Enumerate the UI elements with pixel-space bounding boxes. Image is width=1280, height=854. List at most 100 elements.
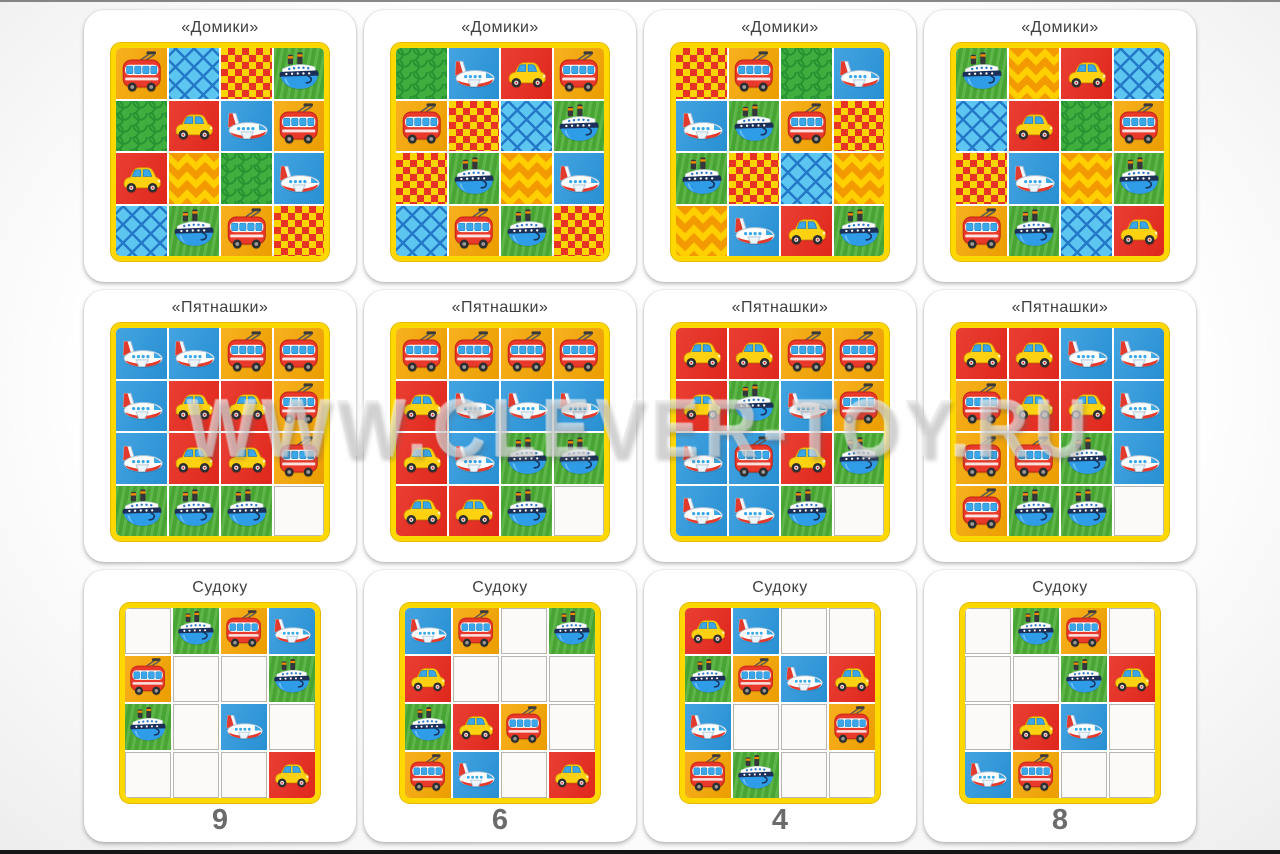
cell-ship — [1061, 485, 1112, 536]
card-grid — [120, 603, 320, 803]
trolleybus-icon — [503, 330, 550, 377]
cell-pattern-diamonds — [168, 48, 219, 99]
cell-trolleybus — [728, 433, 779, 484]
game-card: «Домики» — [364, 10, 636, 282]
trolleybus-icon — [958, 207, 1005, 254]
cell-trolleybus — [733, 656, 779, 702]
cell-car — [829, 656, 875, 702]
plane-icon — [118, 435, 165, 482]
cell-trolleybus — [1113, 100, 1164, 151]
plane-icon — [454, 753, 497, 796]
car-icon — [170, 382, 217, 429]
cell-pattern-check — [448, 100, 499, 151]
car-icon — [223, 435, 270, 482]
plane-icon — [406, 609, 449, 652]
cell-ship — [221, 485, 272, 536]
ship-icon — [555, 102, 602, 149]
plane-icon — [450, 50, 497, 97]
cell-ship — [833, 205, 884, 256]
plane-icon — [678, 487, 725, 534]
cell-empty — [1061, 752, 1107, 798]
cell-pattern-diamonds — [116, 205, 167, 256]
cell-plane — [116, 433, 167, 484]
trolleybus-icon — [783, 102, 830, 149]
cell-pattern-zigzag — [833, 153, 884, 204]
cell-ship — [676, 153, 727, 204]
cell-car — [728, 328, 779, 379]
ship-icon — [958, 50, 1005, 97]
cell-trolleybus — [1061, 608, 1107, 654]
car-icon — [678, 330, 725, 377]
cell-car — [168, 100, 219, 151]
car-icon — [686, 609, 729, 652]
trolleybus-icon — [275, 102, 322, 149]
cell-ship — [549, 608, 595, 654]
cell-trolleybus — [448, 205, 499, 256]
cell-trolleybus — [221, 328, 272, 379]
cell-empty — [173, 752, 219, 798]
car-icon — [1010, 330, 1057, 377]
trolleybus-icon — [958, 382, 1005, 429]
cell-empty — [125, 608, 171, 654]
cell-ship — [1008, 485, 1059, 536]
cell-empty — [1113, 485, 1164, 536]
plane-icon — [223, 102, 270, 149]
ship-icon — [170, 207, 217, 254]
cell-trolleybus — [833, 328, 884, 379]
ship-icon — [1062, 657, 1105, 700]
ship-icon — [450, 155, 497, 202]
cell-pattern-check — [676, 48, 727, 99]
cell-car — [405, 656, 451, 702]
game-card: Судоку 4 — [644, 570, 916, 842]
card-grid — [671, 323, 889, 541]
cell-empty — [269, 704, 315, 750]
cell-empty — [125, 752, 171, 798]
card-title: «Пятнашки» — [171, 299, 269, 316]
cell-empty — [829, 608, 875, 654]
cell-empty — [833, 485, 884, 536]
cell-pattern-zigzag — [168, 153, 219, 204]
cell-car — [501, 48, 552, 99]
cell-car — [1113, 205, 1164, 256]
cell-empty — [965, 704, 1011, 750]
trolleybus-icon — [555, 50, 602, 97]
trolleybus-icon — [555, 330, 602, 377]
ship-icon — [730, 382, 777, 429]
car-icon — [958, 330, 1005, 377]
car-icon — [118, 155, 165, 202]
trolleybus-icon — [1062, 609, 1105, 652]
cell-trolleybus — [501, 704, 547, 750]
cell-ship — [1061, 433, 1112, 484]
cell-ship — [501, 485, 552, 536]
cell-ship — [501, 205, 552, 256]
trolleybus-icon — [730, 50, 777, 97]
cell-ship — [1113, 153, 1164, 204]
cell-plane — [728, 205, 779, 256]
plane-icon — [1115, 382, 1162, 429]
ship-icon — [275, 50, 322, 97]
cell-ship — [1013, 608, 1059, 654]
trolleybus-icon — [118, 50, 165, 97]
cell-ship — [685, 656, 731, 702]
cell-trolleybus — [221, 608, 267, 654]
cell-pattern-zigzag — [501, 153, 552, 204]
cell-ship — [405, 704, 451, 750]
cell-pattern-check — [553, 205, 604, 256]
plane-icon — [678, 435, 725, 482]
card-title: Судоку — [1032, 579, 1088, 596]
car-icon — [398, 382, 445, 429]
car-icon — [830, 657, 873, 700]
cell-trolleybus — [501, 328, 552, 379]
cell-pattern-diamonds — [956, 100, 1007, 151]
card-title: «Домики» — [461, 19, 539, 36]
trolleybus-icon — [398, 330, 445, 377]
game-card: Судоку 6 — [364, 570, 636, 842]
ship-icon — [118, 487, 165, 534]
cell-trolleybus — [396, 328, 447, 379]
trolleybus-icon — [275, 435, 322, 482]
cell-car — [221, 380, 272, 431]
cell-trolleybus — [956, 205, 1007, 256]
plane-icon — [450, 435, 497, 482]
cell-empty — [1109, 704, 1155, 750]
car-icon — [503, 50, 550, 97]
